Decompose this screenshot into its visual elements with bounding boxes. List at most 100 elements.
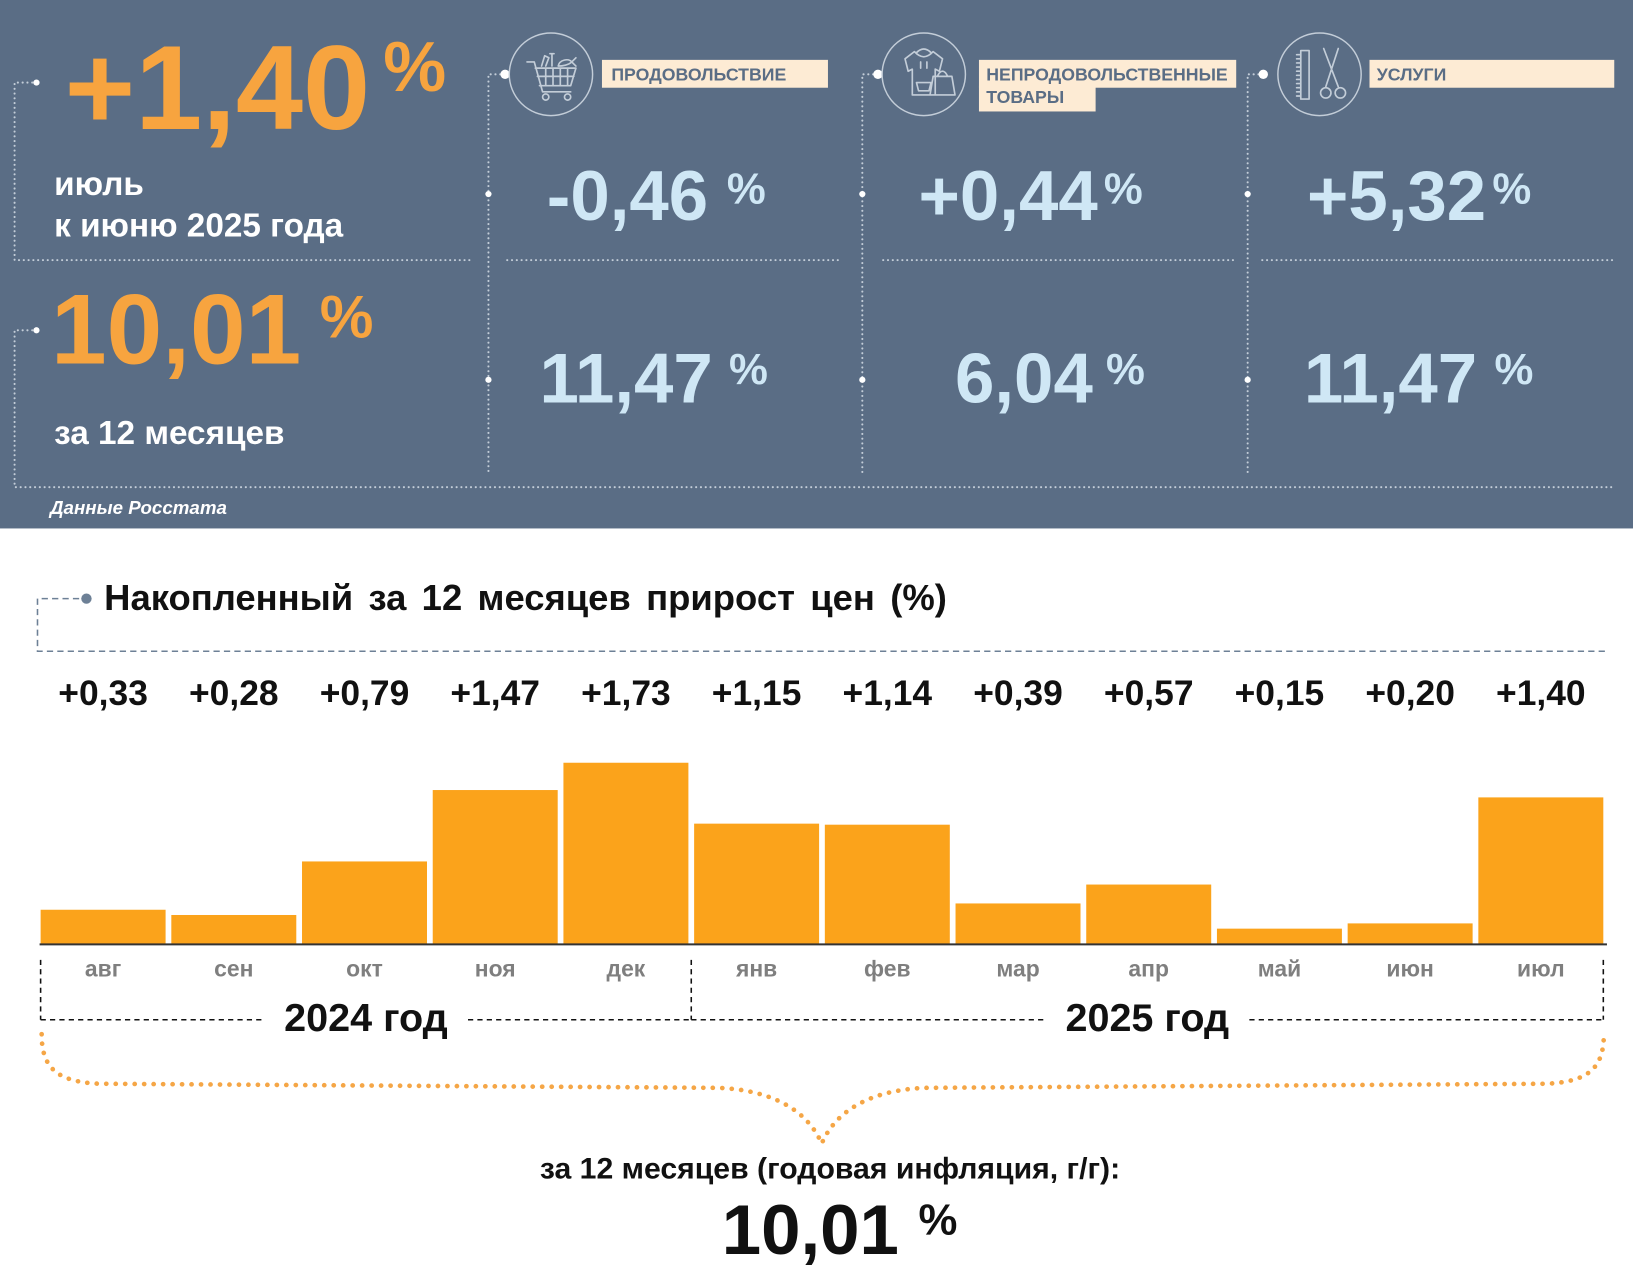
food-icon-dot — [500, 69, 510, 79]
month-label: ноя — [475, 955, 516, 981]
chart-section: Накопленный за 12 месяцев прирост цен (%… — [36, 577, 1607, 1269]
summary-panel: +1,40 % июль к июню 2025 года 10,01 % за… — [0, 0, 1633, 529]
chart-bar — [1478, 797, 1604, 945]
nonfood-monthly-unit: % — [1104, 166, 1143, 214]
shopping-cart-icon-ring — [508, 32, 594, 117]
bar-value-label: +0,39 — [973, 674, 1063, 713]
nonfood-icon-dot — [873, 69, 883, 79]
year-label: 2024 год — [284, 996, 448, 1040]
services-label-box — [1369, 59, 1615, 88]
month-label: мар — [996, 955, 1039, 981]
chart-bar — [40, 909, 166, 945]
bar-value-label: +0,33 — [58, 674, 148, 713]
month-label: июл — [1517, 955, 1565, 981]
hoodie-and-handbag-icon-glyph — [904, 48, 956, 96]
nonfood-column-line — [861, 73, 879, 474]
annual-period-label: за 12 месяцев — [54, 415, 284, 452]
bar-value-label: +0,28 — [189, 674, 279, 713]
monthly-period-line1: июль — [54, 166, 144, 203]
chart-bar — [824, 824, 950, 945]
nonfood-category-label-line1: НЕПРОДОВОЛЬСТВЕННЫЕ — [986, 65, 1228, 85]
services-category-label: УСЛУГИ — [1377, 65, 1446, 85]
annual-change-value: 10,01 — [51, 275, 301, 385]
chart-bar — [955, 903, 1081, 945]
services-annual-value: 11,47 — [1304, 339, 1477, 418]
annual-total-value: 10,01 — [722, 1190, 899, 1269]
chart-bar — [563, 762, 689, 945]
month-label: апр — [1128, 955, 1169, 981]
chart-bar — [1086, 884, 1212, 945]
annual-total-label: за 12 месяцев (годовая инфляция, г/г): — [540, 1153, 1120, 1186]
summary-panel-background — [0, 0, 1633, 529]
bar-value-label: +0,79 — [320, 674, 410, 713]
food-annual-dot — [485, 376, 492, 383]
chart-title-dot — [81, 593, 92, 604]
chart-bar — [302, 861, 427, 945]
monthly-change-value: +1,40 — [65, 22, 371, 155]
bar-value-label: +1,15 — [712, 674, 802, 713]
annual-bracket-dot — [33, 327, 40, 334]
source-note: Данные Росстата — [48, 497, 227, 518]
chart-title: Накопленный за 12 месяцев прирост цен (%… — [104, 577, 947, 618]
month-label: авг — [85, 955, 121, 981]
monthly-change-unit: % — [383, 27, 446, 106]
month-label: июн — [1386, 955, 1433, 981]
month-label: сен — [214, 955, 253, 981]
nonfood-category-label-line2: ТОВАРЫ — [986, 87, 1064, 107]
food-column-line — [487, 73, 507, 474]
hoodie-and-handbag-icon-ring — [881, 32, 967, 117]
monthly-bracket-line — [13, 81, 475, 262]
food-monthly-unit: % — [727, 166, 766, 214]
nonfood-label-box-line1 — [978, 59, 1237, 88]
services-monthly-unit: % — [1492, 166, 1531, 214]
bar-value-label: +1,73 — [581, 674, 671, 713]
month-label: янв — [735, 955, 777, 981]
hoodie-and-handbag-icon — [881, 32, 967, 117]
year-brackets: 2024 год 2025 год — [39, 959, 1605, 1040]
chart-bar — [171, 914, 297, 945]
annual-sum-brace — [39, 1031, 1607, 1150]
panel-connector-lines — [13, 69, 1614, 489]
bar-value-label: +0,15 — [1235, 674, 1325, 713]
month-label: май — [1258, 955, 1301, 981]
annual-change-unit: % — [320, 284, 374, 351]
food-category-label: ПРОДОВОЛЬСТВИЕ — [611, 65, 786, 85]
comb-and-scissors-icon — [1277, 32, 1362, 117]
services-monthly-value: +5,32 — [1307, 156, 1486, 235]
nonfood-monthly-value: +0,44 — [919, 156, 1098, 235]
chart-bar — [1216, 928, 1342, 945]
nonfood-annual-unit: % — [1106, 346, 1145, 394]
bar-value-label: +1,14 — [843, 674, 933, 713]
chart-bar — [1347, 923, 1473, 945]
bar-value-label: +1,40 — [1496, 674, 1586, 713]
food-annual-value: 11,47 — [539, 339, 712, 418]
services-annual-unit: % — [1494, 346, 1533, 394]
bar-value-label: +0,20 — [1365, 674, 1455, 713]
month-label: окт — [346, 955, 383, 981]
annual-bracket-line — [13, 329, 1614, 489]
chart-bar — [694, 823, 820, 945]
services-column-line — [1246, 73, 1265, 474]
shopping-cart-icon — [508, 32, 594, 117]
monthly-period-line2: к июню 2025 года — [54, 207, 344, 244]
nonfood-annual-dot — [859, 376, 866, 383]
bar-chart: +0,33 авг +0,28 сен +0,79 окт +1,47 ноя +1,73 дек… — [40, 674, 1604, 981]
food-monthly-dot — [485, 190, 492, 198]
nonfood-monthly-dot — [859, 190, 866, 198]
food-annual-unit: % — [729, 346, 768, 394]
month-label: дек — [607, 955, 646, 981]
nonfood-annual-value: 6,04 — [955, 339, 1093, 418]
services-annual-dot — [1244, 376, 1251, 383]
services-icon-dot — [1258, 69, 1268, 79]
comb-and-scissors-icon-ring — [1277, 32, 1362, 117]
nonfood-label-box-line2 — [978, 85, 1096, 112]
monthly-bracket-dot — [33, 79, 40, 86]
comb-and-scissors-icon-glyph — [1295, 47, 1347, 100]
services-monthly-dot — [1244, 190, 1251, 198]
chart-title-bracket — [36, 597, 1607, 653]
bar-value-label: +1,47 — [450, 674, 540, 713]
bar-value-label: +0,57 — [1104, 674, 1194, 713]
shopping-cart-icon-glyph — [526, 52, 577, 101]
annual-total-unit: % — [919, 1197, 958, 1245]
